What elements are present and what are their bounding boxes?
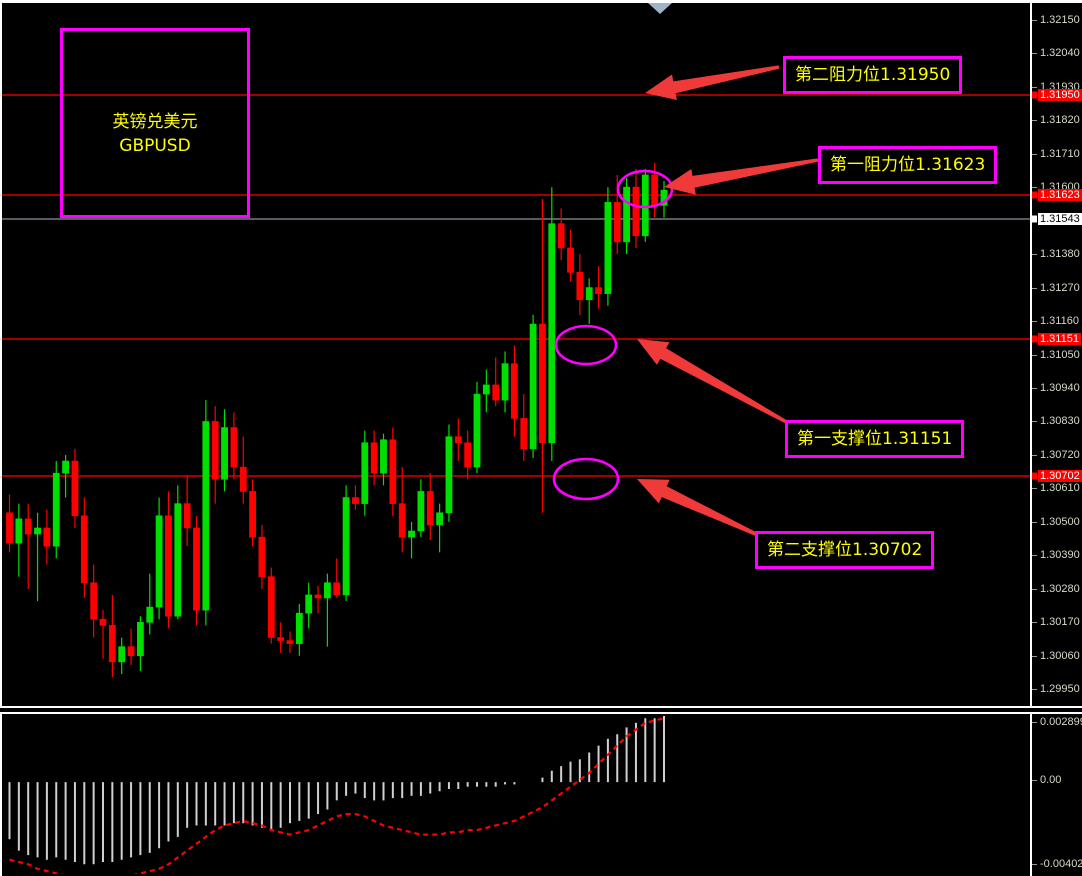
chevron-down-icon[interactable]: [648, 3, 672, 15]
current-price-label: 1.31543: [1038, 213, 1082, 225]
macd-axis-label: 0.002899: [1040, 716, 1082, 728]
price-axis-label: 1.31270: [1040, 281, 1080, 294]
price-axis-label: 1.32150: [1040, 13, 1080, 26]
price-axis-tick: [1032, 488, 1037, 490]
price-axis[interactable]: 1.32150 1.32040 1.31930 1.31820 1.31710 1.316…: [1030, 3, 1082, 706]
annotation-support-1[interactable]: 第一支撑位1.31151: [785, 420, 965, 458]
price-axis-tick: [1032, 120, 1037, 122]
price-axis-label: 1.30390: [1040, 549, 1080, 562]
macd-axis[interactable]: 0.002899 0.00 -0.004026: [1030, 712, 1082, 876]
annotation-support-2[interactable]: 第二支撑位1.30702: [755, 531, 935, 569]
price-axis-tick: [1032, 421, 1037, 423]
macd-axis-tick: [1032, 722, 1037, 723]
annotation-resistance-1[interactable]: 第一阻力位1.31623: [818, 146, 998, 184]
price-axis-tick: [1032, 454, 1037, 456]
price-axis-label: 1.30170: [1040, 616, 1080, 629]
candlestick-plot: [2, 94, 1030, 678]
price-axis-label: 1.30610: [1040, 482, 1080, 495]
level-price-label: 1.31950: [1038, 89, 1082, 101]
price-axis-tick: [1032, 555, 1037, 557]
macd-axis-tick: [1032, 864, 1037, 865]
macd-plot: [8, 716, 665, 874]
level-price-label: 1.31151: [1038, 333, 1081, 345]
price-axis-tick: [1032, 86, 1037, 88]
level-price-label: 1.30702: [1038, 470, 1082, 482]
price-axis-marker: [1030, 335, 1037, 343]
price-axis-label: 1.31380: [1040, 248, 1080, 261]
price-axis-tick: [1032, 354, 1037, 356]
axis-divider: [1030, 0, 1032, 876]
price-axis-tick: [1032, 19, 1037, 21]
price-axis-marker: [1030, 191, 1037, 199]
annotation-resistance-2[interactable]: 第二阻力位1.31950: [783, 56, 963, 94]
price-axis-tick: [1032, 521, 1037, 523]
pane-separator-line-bottom: [0, 712, 1082, 714]
symbol-title-box: [60, 28, 250, 218]
macd-axis-tick: [1032, 780, 1037, 781]
macd-axis-label: -0.004026: [1040, 858, 1082, 870]
price-axis-marker: [1030, 472, 1037, 480]
price-axis-tick: [1032, 187, 1037, 189]
price-axis-label: 1.31710: [1040, 147, 1080, 160]
price-axis-tick: [1032, 689, 1037, 691]
price-axis-label: 1.30060: [1040, 649, 1080, 662]
price-axis-tick: [1032, 153, 1037, 155]
price-axis-label: 1.29950: [1040, 683, 1080, 696]
pane-separator-line-top: [0, 706, 1082, 708]
price-axis-label: 1.30500: [1040, 515, 1080, 528]
price-axis-marker: [1030, 215, 1037, 223]
price-axis-label: 1.30720: [1040, 448, 1080, 461]
price-axis-tick: [1032, 387, 1037, 389]
price-axis-marker: [1030, 91, 1037, 99]
price-axis-tick: [1032, 655, 1037, 657]
price-axis-label: 1.31160: [1040, 315, 1079, 328]
price-axis-tick: [1032, 622, 1037, 624]
pane-separator-gap: [0, 708, 1082, 712]
macd-indicator-pane[interactable]: [2, 716, 1030, 874]
price-axis-tick: [1032, 287, 1037, 289]
price-axis-tick: [1032, 588, 1037, 590]
window-top-border: [0, 0, 1082, 3]
macd-axis-label: 0.00: [1040, 774, 1062, 786]
price-axis-label: 1.32040: [1040, 47, 1080, 60]
window-left-border: [0, 0, 2, 876]
price-axis-tick: [1032, 254, 1037, 256]
price-axis-label: 1.30280: [1040, 582, 1080, 595]
price-axis-tick: [1032, 53, 1037, 55]
price-axis-label: 1.30940: [1040, 381, 1080, 394]
price-chart-pane[interactable]: [2, 3, 1030, 706]
price-axis-label: 1.30830: [1040, 415, 1080, 428]
price-axis-tick: [1032, 321, 1037, 323]
level-price-label: 1.31623: [1038, 189, 1082, 201]
price-axis-label: 1.31050: [1040, 348, 1080, 361]
price-axis-label: 1.31820: [1040, 114, 1080, 127]
